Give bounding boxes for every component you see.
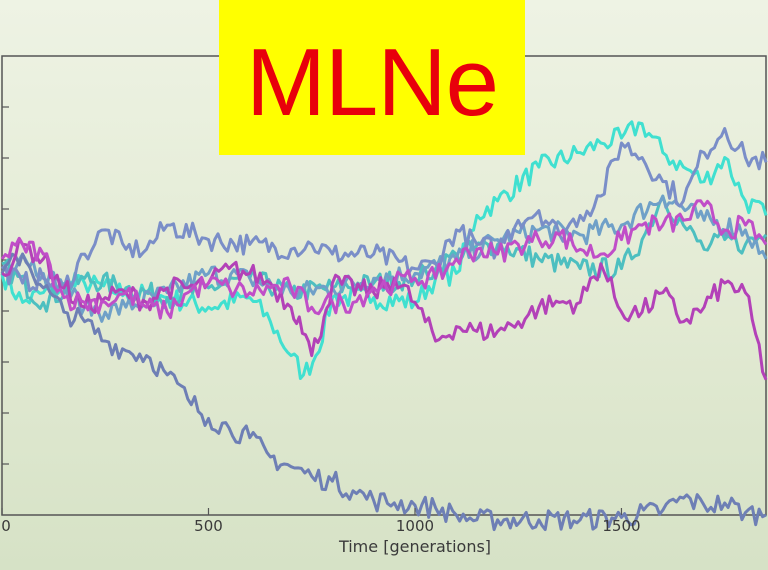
title-banner: MLNe xyxy=(219,0,525,155)
series-line-3 xyxy=(1,194,768,323)
x-tick-label: 500 xyxy=(194,517,223,535)
x-axis-title: Time [generations] xyxy=(338,537,491,556)
x-tick-label: 0 xyxy=(1,517,11,535)
series-line-4 xyxy=(0,127,768,293)
banner-title: MLNe xyxy=(245,28,499,136)
series-line-5 xyxy=(0,252,767,532)
series-layer xyxy=(0,120,768,532)
series-line-7 xyxy=(0,199,768,320)
x-tick-label: 1500 xyxy=(602,517,640,535)
x-tick-label: 1000 xyxy=(396,517,434,535)
x-axis-ticks: 0 500 1000 1500 xyxy=(1,508,641,535)
